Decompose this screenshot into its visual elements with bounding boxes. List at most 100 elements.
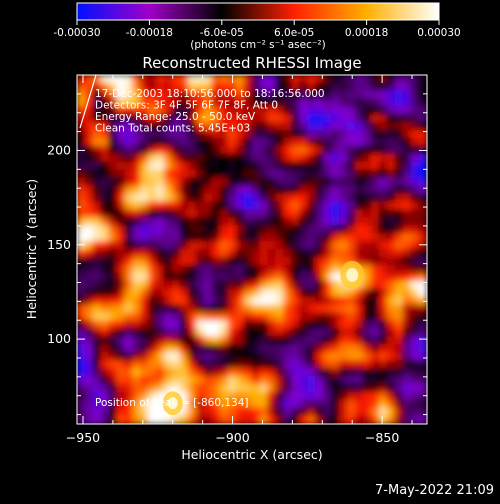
heatmap-cell [378,320,388,330]
heatmap-cell [418,90,427,100]
heatmap-cell [108,225,118,235]
heatmap-cell [307,185,317,195]
heatmap-cell [402,145,412,155]
heatmap-cell [259,233,269,243]
heatmap-cell [394,106,404,116]
heatmap-cell [339,185,348,195]
heatmap-cell [124,344,134,354]
heatmap-cell [171,415,181,424]
heatmap-cell [251,415,261,424]
heatmap-cell [235,201,245,211]
heatmap-cell [394,288,404,298]
heatmap-cell [354,391,364,401]
heatmap-cell [116,193,126,203]
heatmap-cell [187,415,197,424]
heatmap-cell [235,193,245,203]
heatmap-cell [156,75,165,84]
heatmap-cell [323,264,333,274]
heatmap-cell [362,193,372,203]
heatmap-cell [362,90,372,100]
heatmap-cell [370,304,380,314]
heatmap-cell [331,217,340,227]
heatmap-cell [140,344,150,354]
heatmap-cell [211,193,221,203]
heatmap-cell [243,193,253,203]
heatmap-cell [227,360,237,369]
heatmap-cell [243,122,253,132]
heatmap-cell [275,114,285,124]
heatmap-cell [299,375,309,385]
heatmap-cell [164,272,173,282]
heatmap-cell [418,256,427,266]
heatmap-cell [275,352,285,362]
heatmap-cell [116,391,126,401]
heatmap-cell [418,304,427,314]
heatmap-cell [418,209,427,219]
heatmap-cell [354,328,364,338]
heatmap-cell [77,415,86,424]
heatmap-cell [148,185,158,195]
heatmap-cell [187,145,197,155]
heatmap-cell [315,264,325,274]
heatmap-cell [291,122,301,132]
heatmap-cell [156,415,165,424]
heatmap-cell [116,75,126,84]
heatmap-cell [283,161,293,171]
heatmap-cell [299,82,309,92]
heatmap-cell [394,312,404,322]
heatmap-cell [402,367,412,377]
heatmap-cell [148,169,158,179]
heatmap-cell [243,145,253,155]
heatmap-cell [156,296,165,306]
heatmap-cell [323,360,333,369]
heatmap-cell [394,375,404,385]
heatmap-cell [283,177,293,187]
heatmap-cell [77,130,86,139]
heatmap-cell [402,296,412,306]
heatmap-cell [315,367,325,377]
heatmap-cell [203,193,213,203]
heatmap-cell [132,280,142,290]
heatmap-cell [370,185,380,195]
heatmap-cell [307,75,317,84]
heatmap-cell [235,137,245,147]
heatmap-cell [259,272,269,282]
heatmap-cell [140,114,150,124]
heatmap-cell [203,249,213,258]
heatmap-cell [259,106,269,116]
heatmap-cell [124,82,134,92]
heatmap-cell [362,233,372,243]
heatmap-cell [394,391,404,401]
heatmap-cell [77,114,86,124]
heatmap-cell [164,336,173,346]
heatmap-cell [187,75,197,84]
heatmap-cell [331,225,340,235]
heatmap-cell [323,82,333,92]
heatmap-cell [164,296,173,306]
heatmap-cell [108,153,118,163]
heatmap-cell [100,98,110,108]
heatmap-cell [370,122,380,132]
heatmap-cell [291,272,301,282]
heatmap-cell [291,296,301,306]
heatmap-cell [156,256,165,266]
heatmap-cell [299,272,309,282]
heatmap-cell [195,75,205,84]
heatmap-cell [251,185,261,195]
heatmap-cell [315,98,325,108]
heatmap-cell [100,90,110,100]
heatmap-cell [203,328,213,338]
heatmap-cell [211,328,221,338]
heatmap-cell [187,328,197,338]
heatmap-cell [370,383,380,393]
heatmap-cell [275,82,285,92]
heatmap-cell [77,360,86,369]
heatmap-cell [291,415,301,424]
heatmap-cell [92,177,102,187]
heatmap-cell [291,352,301,362]
heatmap-cell [323,185,333,195]
heatmap-cell [116,264,126,274]
heatmap-cell [410,280,420,290]
heatmap-cell [108,233,118,243]
heatmap-cell [164,367,173,377]
